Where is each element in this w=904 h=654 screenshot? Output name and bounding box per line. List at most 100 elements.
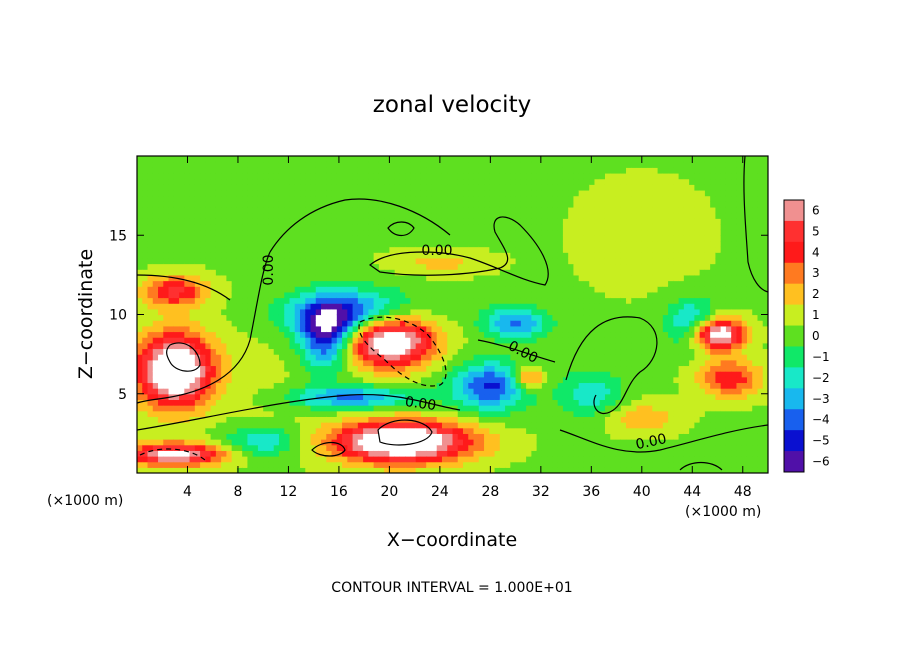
heatmap-cell <box>399 461 406 468</box>
heatmap-cell <box>420 297 427 304</box>
heatmap-cell <box>384 337 390 344</box>
heatmap-cell <box>268 269 275 276</box>
heatmap-cell <box>347 246 354 253</box>
heatmap-cell <box>452 172 459 180</box>
heatmap-cell <box>168 410 175 417</box>
heatmap-cell <box>484 184 490 191</box>
heatmap-cell <box>589 286 596 293</box>
heatmap-cell <box>484 201 490 208</box>
heatmap-cell <box>163 365 170 372</box>
heatmap-cell <box>142 212 149 219</box>
heatmap-cell <box>489 167 496 174</box>
heatmap-cell <box>520 235 527 242</box>
heatmap-cell <box>405 399 412 406</box>
heatmap-cell <box>594 201 601 208</box>
heatmap-cell <box>273 331 280 338</box>
heatmap-cell <box>242 456 249 463</box>
heatmap-cell <box>415 206 422 214</box>
heatmap-cell <box>231 456 238 463</box>
heatmap-cell <box>142 388 149 395</box>
heatmap-cell <box>147 206 154 214</box>
heatmap-cell <box>431 252 438 259</box>
heatmap-cell <box>226 382 233 389</box>
heatmap-cell <box>431 410 438 417</box>
heatmap-cell <box>583 303 590 310</box>
heatmap-cell <box>494 291 501 299</box>
heatmap-cell <box>457 161 464 168</box>
heatmap-cell <box>399 156 406 163</box>
heatmap-cell <box>536 286 543 293</box>
heatmap-cell <box>436 167 443 174</box>
heatmap-cell <box>247 184 254 191</box>
heatmap-cell <box>484 331 490 338</box>
heatmap-cell <box>184 308 191 316</box>
heatmap-cell <box>284 416 291 423</box>
heatmap-cell <box>441 348 448 355</box>
heatmap-cell <box>321 291 327 299</box>
heatmap-cell <box>515 240 522 248</box>
heatmap-cell <box>589 161 596 168</box>
heatmap-cell <box>478 456 485 463</box>
heatmap-cell <box>273 308 280 316</box>
heatmap-cell <box>494 223 501 231</box>
heatmap-cell <box>326 422 333 429</box>
heatmap-cell <box>300 399 306 406</box>
heatmap-cell <box>420 195 427 202</box>
heatmap-cell <box>242 450 249 457</box>
heatmap-cell <box>463 161 469 168</box>
heatmap-cell <box>499 331 506 338</box>
heatmap-cell <box>436 184 443 191</box>
heatmap-cell <box>494 388 501 395</box>
heatmap-cell <box>342 235 348 242</box>
heatmap-cell <box>231 286 238 293</box>
heatmap-cell <box>137 235 143 242</box>
heatmap-cell <box>158 161 164 168</box>
heatmap-cell <box>205 427 212 434</box>
heatmap-cell <box>152 246 159 253</box>
heatmap-cell <box>531 439 538 446</box>
heatmap-cell <box>168 178 175 185</box>
heatmap-cell <box>268 184 275 191</box>
heatmap-cell <box>257 308 264 316</box>
heatmap-cell <box>547 410 554 417</box>
heatmap-cell <box>410 195 417 202</box>
heatmap-cell <box>489 297 496 304</box>
heatmap-cell <box>494 450 501 457</box>
heatmap-cell <box>394 376 401 384</box>
heatmap-cell <box>599 444 606 451</box>
heatmap-cell <box>168 365 175 372</box>
heatmap-cell <box>263 422 270 429</box>
heatmap-cell <box>200 314 206 321</box>
heatmap-cell <box>478 240 485 248</box>
heatmap-cell <box>257 291 264 299</box>
heatmap-cell <box>226 286 233 293</box>
heatmap-cell <box>578 365 585 372</box>
heatmap-cell <box>431 325 438 333</box>
heatmap-cell <box>247 156 254 163</box>
heatmap-cell <box>347 297 354 304</box>
heatmap-cell <box>594 218 601 225</box>
heatmap-cell <box>536 320 543 327</box>
heatmap-cell <box>384 252 390 259</box>
heatmap-cell <box>473 371 480 378</box>
heatmap-cell <box>168 456 175 463</box>
heatmap-cell <box>137 342 143 350</box>
heatmap-cell <box>310 212 317 219</box>
heatmap-cell <box>505 382 511 389</box>
heatmap-cell <box>410 178 417 185</box>
heatmap-cell <box>221 235 227 242</box>
heatmap-cell <box>236 286 243 293</box>
heatmap-cell <box>499 291 506 299</box>
heatmap-cell <box>326 461 333 468</box>
heatmap-cell <box>389 172 396 180</box>
heatmap-cell <box>373 342 380 350</box>
heatmap-cell <box>215 337 222 344</box>
heatmap-cell <box>278 348 285 355</box>
heatmap-cell <box>373 189 380 197</box>
heatmap-cell <box>378 348 385 355</box>
heatmap-cell <box>494 376 501 384</box>
heatmap-cell <box>578 246 585 253</box>
heatmap-cell <box>541 263 548 270</box>
heatmap-cell <box>557 172 564 180</box>
heatmap-cell <box>215 388 222 395</box>
